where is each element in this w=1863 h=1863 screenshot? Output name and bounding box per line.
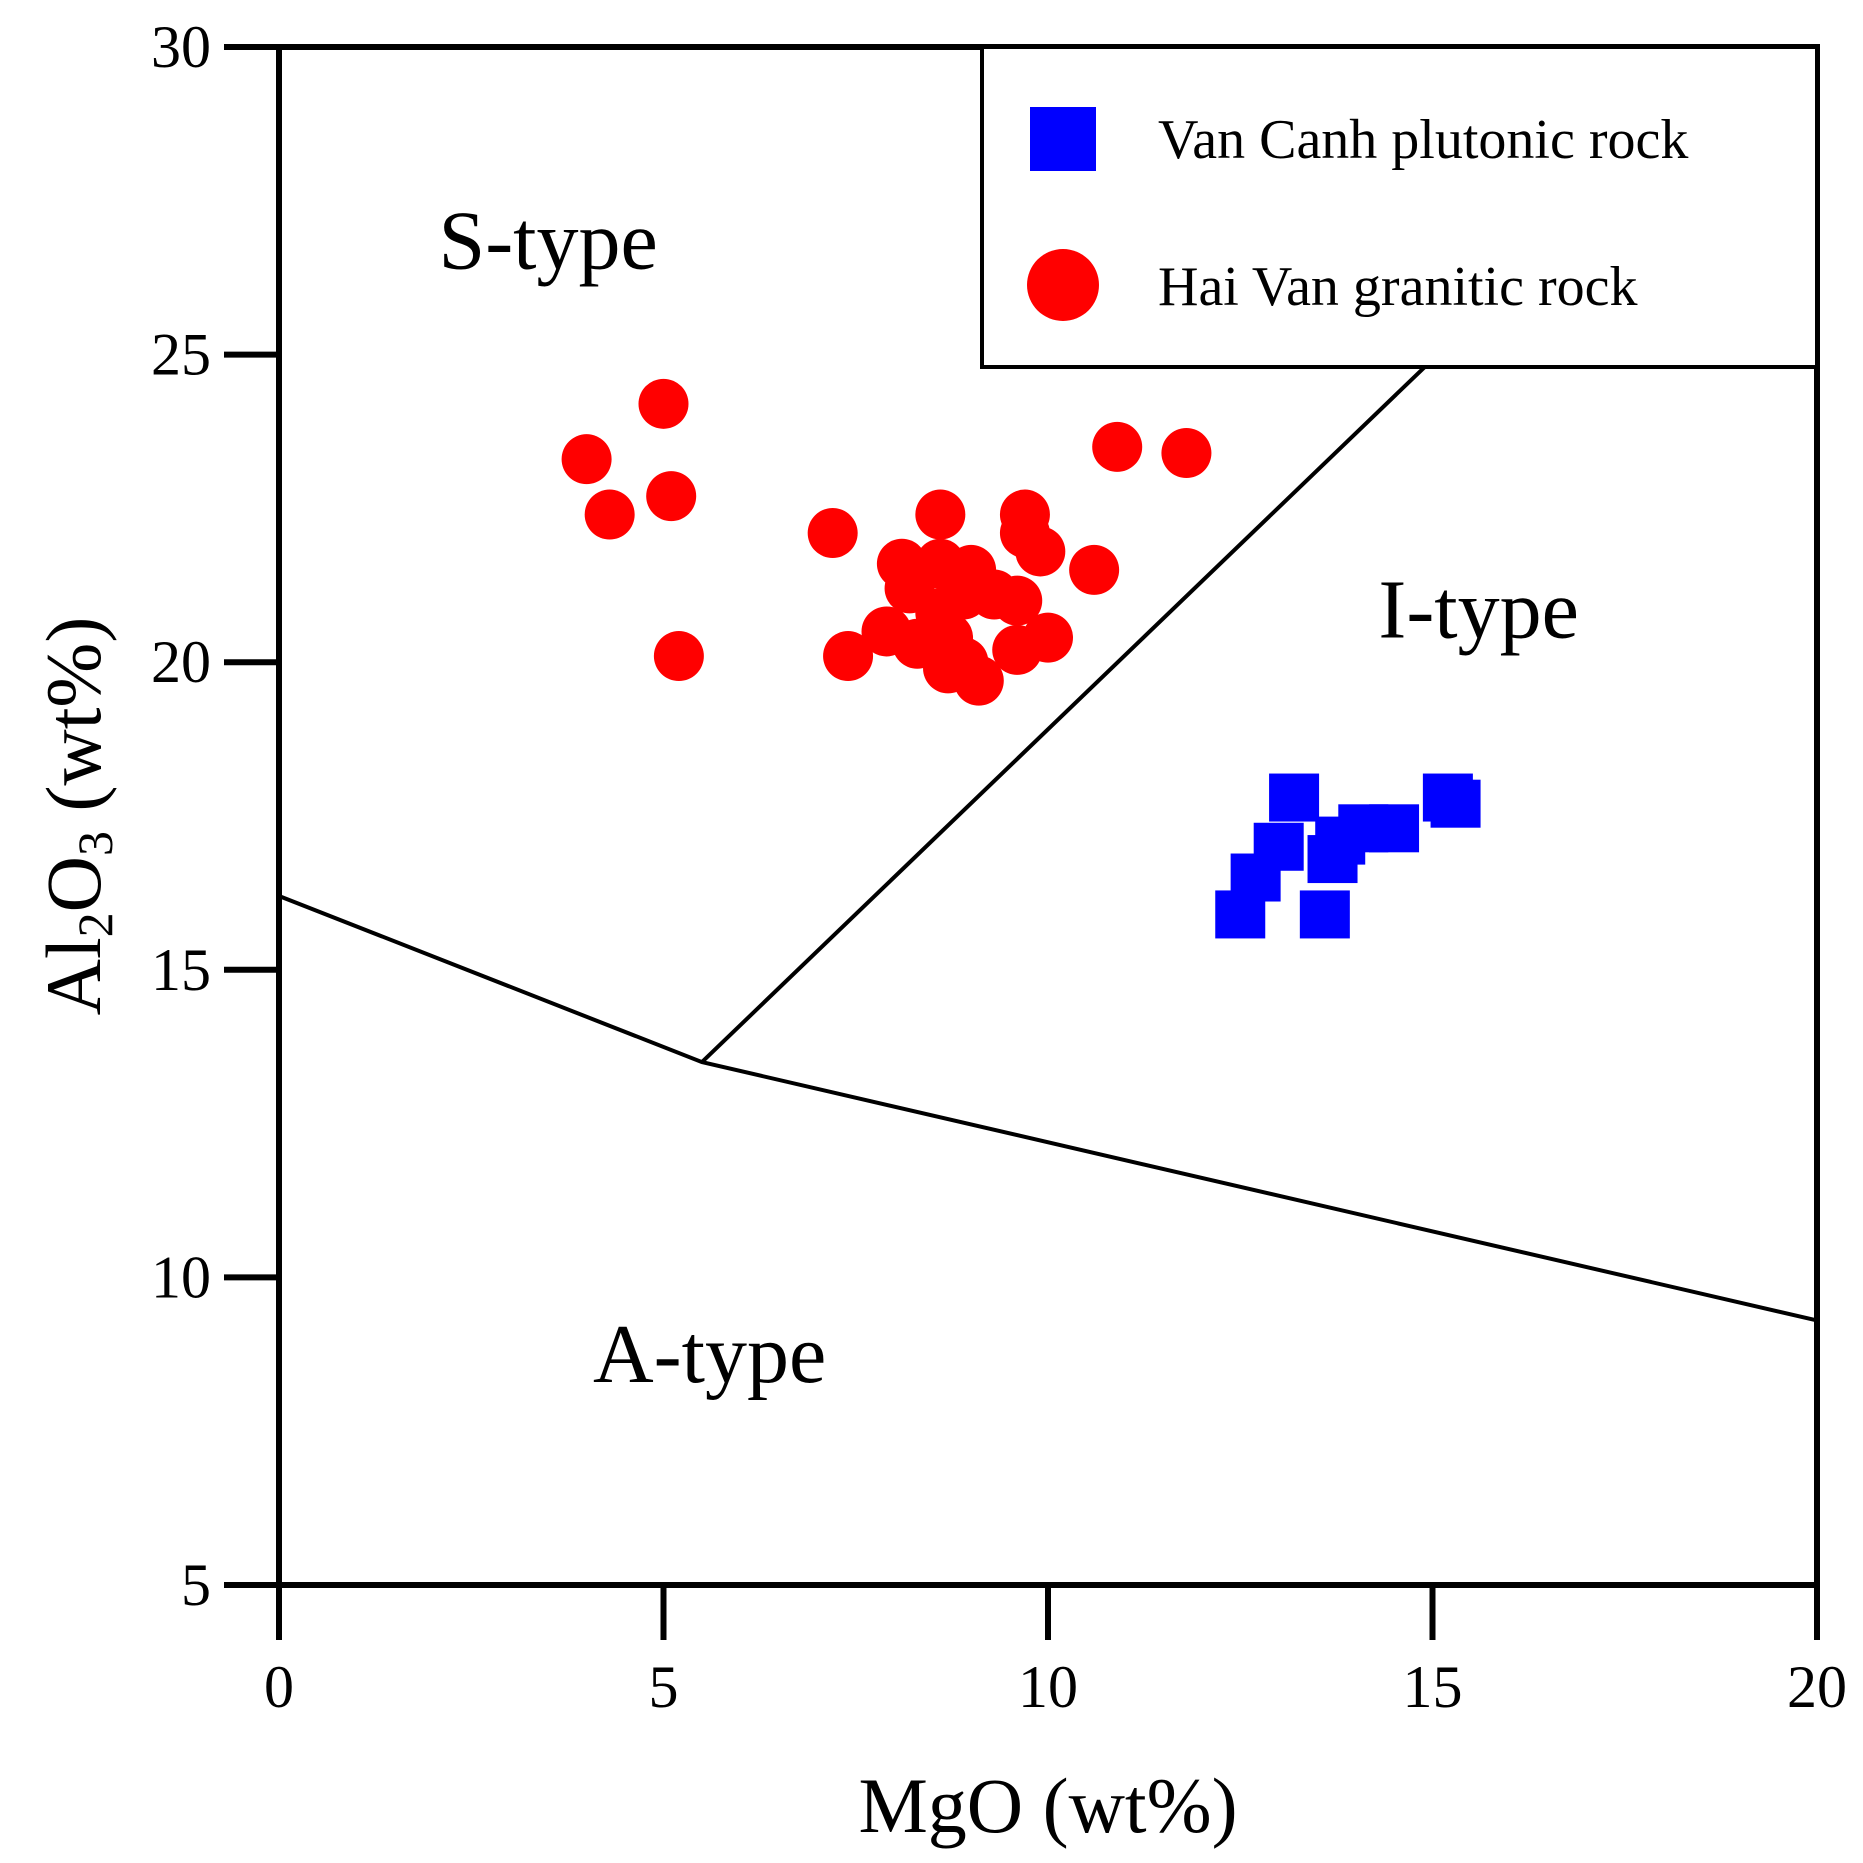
legend: Van Canh plutonic rock Hai Van granitic … (980, 45, 1819, 369)
region-label: S-type (438, 194, 657, 287)
legend-box (980, 45, 1819, 369)
y-tick-label: 10 (151, 1244, 211, 1310)
hai-van-point (823, 631, 874, 682)
hai-van-point (561, 434, 612, 485)
hai-van-point (638, 378, 689, 429)
hai-van-point (646, 471, 697, 522)
data-points (561, 378, 1481, 939)
van-canh-point (1299, 890, 1350, 939)
van-canh-point (1269, 773, 1320, 822)
x-tick-label: 10 (1018, 1654, 1078, 1720)
van-canh-point (1422, 773, 1473, 822)
hai-van-point (584, 489, 635, 540)
region-label: I-type (1378, 564, 1579, 657)
legend-circle-marker (1027, 249, 1099, 321)
y-tick-label: 5 (181, 1552, 211, 1618)
van-canh-point (1307, 835, 1358, 884)
hai-van-point (1069, 544, 1120, 595)
lower-boundary (278, 894, 1818, 1323)
y-tick-label: 20 (151, 629, 211, 695)
x-tick-label: 0 (264, 1654, 294, 1720)
hai-van-point (953, 655, 1004, 706)
boundary-lines (278, 365, 1818, 1323)
van-canh-point (1215, 890, 1266, 939)
legend-square-marker (1030, 107, 1096, 171)
y-tick-label: 25 (151, 322, 211, 388)
x-tick-label: 15 (1403, 1654, 1463, 1720)
hai-van-point (653, 631, 704, 682)
hai-van-point (807, 508, 858, 559)
hai-van-point (915, 489, 966, 540)
region-label: A-type (593, 1308, 826, 1401)
y-tick-label: 30 (151, 14, 211, 80)
hai-van-point (992, 575, 1043, 626)
x-axis-title: MgO (wt%) (858, 1762, 1237, 1849)
legend-label-van-canh: Van Canh plutonic rock (1158, 109, 1688, 171)
x-tick-label: 5 (649, 1654, 679, 1720)
region-labels: S-type I-type A-type (438, 194, 1578, 1401)
x-tick-label: 20 (1787, 1654, 1847, 1720)
legend-label-hai-van: Hai Van granitic rock (1158, 256, 1637, 318)
hai-van-point (1023, 612, 1073, 663)
hai-van-point (1015, 526, 1066, 577)
y-tick-label: 15 (151, 937, 211, 1003)
hai-van-point (1092, 421, 1143, 472)
s-i-boundary (700, 365, 1427, 1064)
y-axis-title: Al2O3 (wt%) (30, 617, 123, 1016)
hai-van-point (1161, 428, 1212, 479)
